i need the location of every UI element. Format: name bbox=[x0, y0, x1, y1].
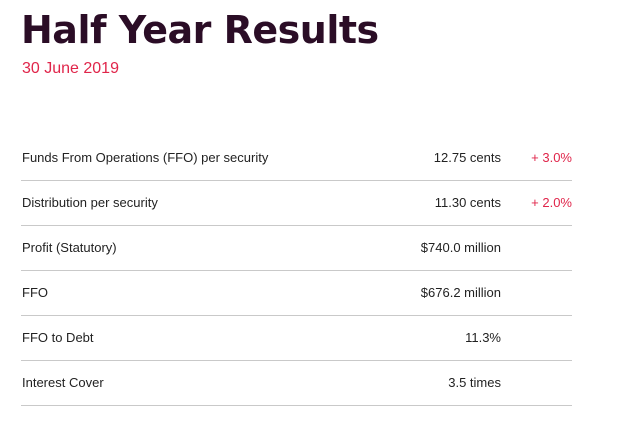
metric-label: Profit (Statutory) bbox=[22, 240, 117, 255]
metric-value: 12.75 cents bbox=[433, 150, 501, 165]
results-row: Distribution per security 11.30 cents + … bbox=[21, 181, 572, 226]
report-date: 30 June 2019 bbox=[22, 60, 119, 77]
results-row: Profit (Statutory) $740.0 million bbox=[21, 226, 572, 271]
metric-value: $676.2 million bbox=[420, 285, 501, 300]
metric-value: 11.30 cents bbox=[434, 195, 501, 210]
results-row: Funds From Operations (FFO) per security… bbox=[21, 136, 572, 181]
metric-label: FFO to Debt bbox=[22, 330, 94, 345]
metric-label: Funds From Operations (FFO) per security bbox=[22, 150, 269, 165]
metric-label: Distribution per security bbox=[22, 195, 158, 210]
metric-value: 11.3% bbox=[465, 330, 501, 345]
page-title: Half Year Results bbox=[21, 8, 379, 52]
metric-value: 3.5 times bbox=[448, 375, 501, 390]
results-table: Funds From Operations (FFO) per security… bbox=[21, 136, 572, 406]
results-row: FFO $676.2 million bbox=[21, 271, 572, 316]
metric-change: + 3.0% bbox=[531, 150, 572, 165]
metric-change: + 2.0% bbox=[531, 195, 572, 210]
metric-label: Interest Cover bbox=[22, 375, 104, 390]
metric-value: $740.0 million bbox=[420, 240, 501, 255]
metric-label: FFO bbox=[22, 285, 48, 300]
results-row: FFO to Debt 11.3% bbox=[21, 316, 572, 361]
results-row: Interest Cover 3.5 times bbox=[21, 361, 572, 406]
